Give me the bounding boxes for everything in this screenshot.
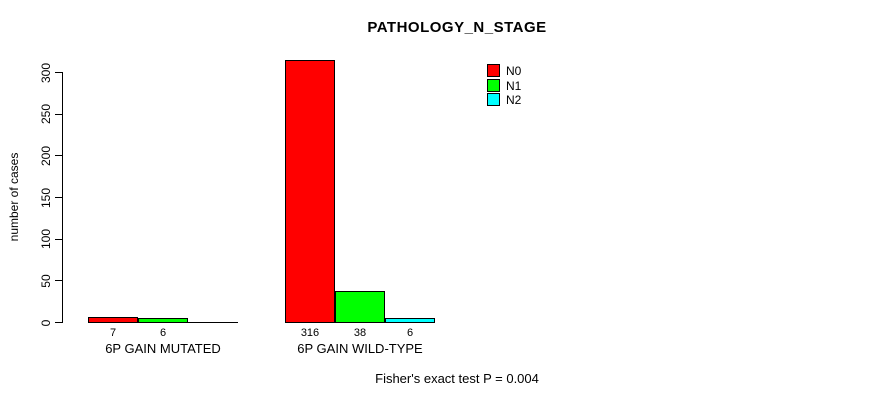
bar-n1 [335, 290, 385, 323]
legend-label: N0 [506, 64, 522, 78]
y-axis-tick-label: 50 [39, 274, 53, 288]
y-axis-tick [55, 280, 62, 282]
legend-swatch-n1 [487, 79, 500, 92]
y-axis-tick [55, 155, 62, 157]
y-axis-tick-label: 300 [39, 62, 53, 83]
y-axis-tick-label: 100 [39, 229, 53, 250]
legend-label: N2 [506, 93, 522, 107]
y-axis-label: number of cases [7, 152, 21, 242]
legend-swatch-n2 [487, 93, 500, 106]
bar-n0 [285, 59, 335, 323]
bar-n1 [138, 317, 188, 323]
legend-swatch-n0 [487, 64, 500, 77]
y-axis-line [62, 72, 63, 323]
y-axis-tick-label: 150 [39, 187, 53, 208]
y-axis-tick [55, 72, 62, 73]
bar-value-label: 6 [159, 327, 167, 339]
chart-title: PATHOLOGY_N_STAGE [367, 19, 547, 36]
bar-n2 [385, 317, 435, 323]
y-axis-tick [55, 322, 62, 323]
y-axis-tick [55, 238, 62, 240]
y-axis-tick [55, 113, 62, 115]
y-axis-tick-label: 250 [39, 104, 53, 125]
bar-n2-zero [188, 321, 238, 323]
bar-value-label: 6 [406, 327, 414, 339]
bar-n0 [88, 316, 138, 323]
x-axis-category-label: 6P GAIN MUTATED [105, 341, 221, 356]
bar-value-label: 38 [353, 327, 367, 339]
y-axis-tick [55, 197, 62, 198]
legend-label: N1 [506, 79, 522, 93]
bar-value-label: 7 [109, 327, 117, 339]
x-axis-category-label: 6P GAIN WILD-TYPE [297, 341, 423, 356]
footnote: Fisher's exact test P = 0.004 [375, 371, 539, 386]
y-axis-tick-label: 200 [39, 145, 53, 166]
y-axis-tick-label: 0 [39, 319, 53, 326]
bar-value-label: 316 [300, 327, 320, 339]
